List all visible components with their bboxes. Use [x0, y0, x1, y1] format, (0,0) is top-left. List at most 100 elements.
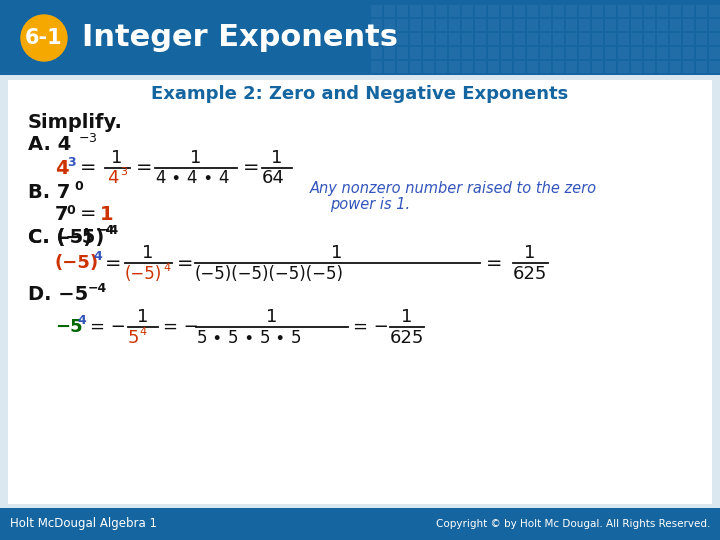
- FancyBboxPatch shape: [683, 47, 694, 59]
- FancyBboxPatch shape: [501, 47, 512, 59]
- FancyBboxPatch shape: [0, 0, 720, 75]
- FancyBboxPatch shape: [527, 19, 538, 31]
- FancyBboxPatch shape: [423, 19, 434, 31]
- FancyBboxPatch shape: [423, 5, 434, 17]
- FancyBboxPatch shape: [475, 19, 486, 31]
- FancyBboxPatch shape: [579, 19, 590, 31]
- Text: 3: 3: [120, 167, 127, 177]
- FancyBboxPatch shape: [423, 61, 434, 73]
- FancyBboxPatch shape: [488, 47, 499, 59]
- FancyBboxPatch shape: [0, 75, 720, 508]
- Text: 4 $\bullet$ 4 $\bullet$ 4: 4 $\bullet$ 4 $\bullet$ 4: [155, 169, 230, 187]
- Text: 1: 1: [112, 149, 122, 167]
- FancyBboxPatch shape: [670, 47, 681, 59]
- FancyBboxPatch shape: [488, 19, 499, 31]
- Text: 1: 1: [524, 244, 536, 262]
- FancyBboxPatch shape: [605, 19, 616, 31]
- FancyBboxPatch shape: [631, 5, 642, 17]
- Text: B. 7: B. 7: [28, 184, 71, 202]
- FancyBboxPatch shape: [540, 5, 551, 17]
- FancyBboxPatch shape: [436, 33, 447, 45]
- FancyBboxPatch shape: [631, 47, 642, 59]
- FancyBboxPatch shape: [579, 47, 590, 59]
- FancyBboxPatch shape: [631, 19, 642, 31]
- FancyBboxPatch shape: [449, 19, 460, 31]
- FancyBboxPatch shape: [384, 47, 395, 59]
- Text: = −: = −: [353, 318, 389, 336]
- FancyBboxPatch shape: [423, 47, 434, 59]
- FancyBboxPatch shape: [527, 33, 538, 45]
- FancyBboxPatch shape: [462, 61, 473, 73]
- FancyBboxPatch shape: [566, 47, 577, 59]
- Text: 1: 1: [100, 205, 114, 224]
- FancyBboxPatch shape: [683, 61, 694, 73]
- FancyBboxPatch shape: [605, 47, 616, 59]
- FancyBboxPatch shape: [371, 5, 382, 17]
- Text: (−5)(−5)(−5)(−5): (−5)(−5)(−5)(−5): [195, 265, 344, 283]
- Text: −5: −5: [55, 318, 83, 336]
- Circle shape: [21, 15, 67, 61]
- Text: 5: 5: [128, 329, 140, 347]
- FancyBboxPatch shape: [384, 33, 395, 45]
- Text: 4: 4: [77, 314, 86, 327]
- FancyBboxPatch shape: [618, 33, 629, 45]
- Text: –5): –5): [60, 227, 92, 246]
- FancyBboxPatch shape: [449, 5, 460, 17]
- Text: 0: 0: [66, 204, 75, 217]
- FancyBboxPatch shape: [527, 61, 538, 73]
- FancyBboxPatch shape: [501, 5, 512, 17]
- Text: =: =: [243, 159, 259, 178]
- Text: Copyright © by Holt Mc Dougal. All Rights Reserved.: Copyright © by Holt Mc Dougal. All Right…: [436, 519, 710, 529]
- FancyBboxPatch shape: [670, 5, 681, 17]
- Text: C. (−5): C. (−5): [28, 227, 104, 246]
- Text: Integer Exponents: Integer Exponents: [82, 24, 398, 52]
- FancyBboxPatch shape: [514, 19, 525, 31]
- FancyBboxPatch shape: [397, 5, 408, 17]
- FancyBboxPatch shape: [371, 47, 382, 59]
- FancyBboxPatch shape: [397, 19, 408, 31]
- FancyBboxPatch shape: [410, 33, 421, 45]
- FancyBboxPatch shape: [631, 61, 642, 73]
- FancyBboxPatch shape: [631, 33, 642, 45]
- FancyBboxPatch shape: [605, 33, 616, 45]
- FancyBboxPatch shape: [436, 47, 447, 59]
- FancyBboxPatch shape: [644, 47, 655, 59]
- FancyBboxPatch shape: [618, 5, 629, 17]
- Text: Example 2: Zero and Negative Exponents: Example 2: Zero and Negative Exponents: [151, 85, 569, 103]
- FancyBboxPatch shape: [592, 5, 603, 17]
- Text: 3: 3: [67, 156, 76, 168]
- FancyBboxPatch shape: [553, 19, 564, 31]
- FancyBboxPatch shape: [8, 80, 712, 504]
- Text: =: =: [80, 205, 96, 224]
- Text: 1: 1: [271, 149, 283, 167]
- FancyBboxPatch shape: [644, 33, 655, 45]
- FancyBboxPatch shape: [397, 47, 408, 59]
- FancyBboxPatch shape: [488, 61, 499, 73]
- FancyBboxPatch shape: [553, 5, 564, 17]
- FancyBboxPatch shape: [709, 61, 720, 73]
- FancyBboxPatch shape: [657, 5, 668, 17]
- FancyBboxPatch shape: [566, 19, 577, 31]
- FancyBboxPatch shape: [397, 61, 408, 73]
- FancyBboxPatch shape: [683, 5, 694, 17]
- FancyBboxPatch shape: [579, 5, 590, 17]
- FancyBboxPatch shape: [657, 19, 668, 31]
- Text: C. (: C. (: [28, 227, 66, 246]
- Text: = −: = −: [90, 318, 126, 336]
- Text: =: =: [105, 253, 122, 273]
- FancyBboxPatch shape: [605, 5, 616, 17]
- FancyBboxPatch shape: [475, 5, 486, 17]
- FancyBboxPatch shape: [657, 61, 668, 73]
- FancyBboxPatch shape: [540, 61, 551, 73]
- Text: −4: −4: [100, 224, 120, 237]
- Text: 5 $\bullet$ 5 $\bullet$ 5 $\bullet$ 5: 5 $\bullet$ 5 $\bullet$ 5 $\bullet$ 5: [196, 329, 302, 347]
- Text: = −: = −: [163, 318, 199, 336]
- FancyBboxPatch shape: [436, 19, 447, 31]
- FancyBboxPatch shape: [475, 47, 486, 59]
- FancyBboxPatch shape: [462, 19, 473, 31]
- FancyBboxPatch shape: [384, 61, 395, 73]
- FancyBboxPatch shape: [553, 47, 564, 59]
- FancyBboxPatch shape: [696, 5, 707, 17]
- Text: $\mathsf{-3}$: $\mathsf{-3}$: [78, 132, 97, 145]
- FancyBboxPatch shape: [514, 33, 525, 45]
